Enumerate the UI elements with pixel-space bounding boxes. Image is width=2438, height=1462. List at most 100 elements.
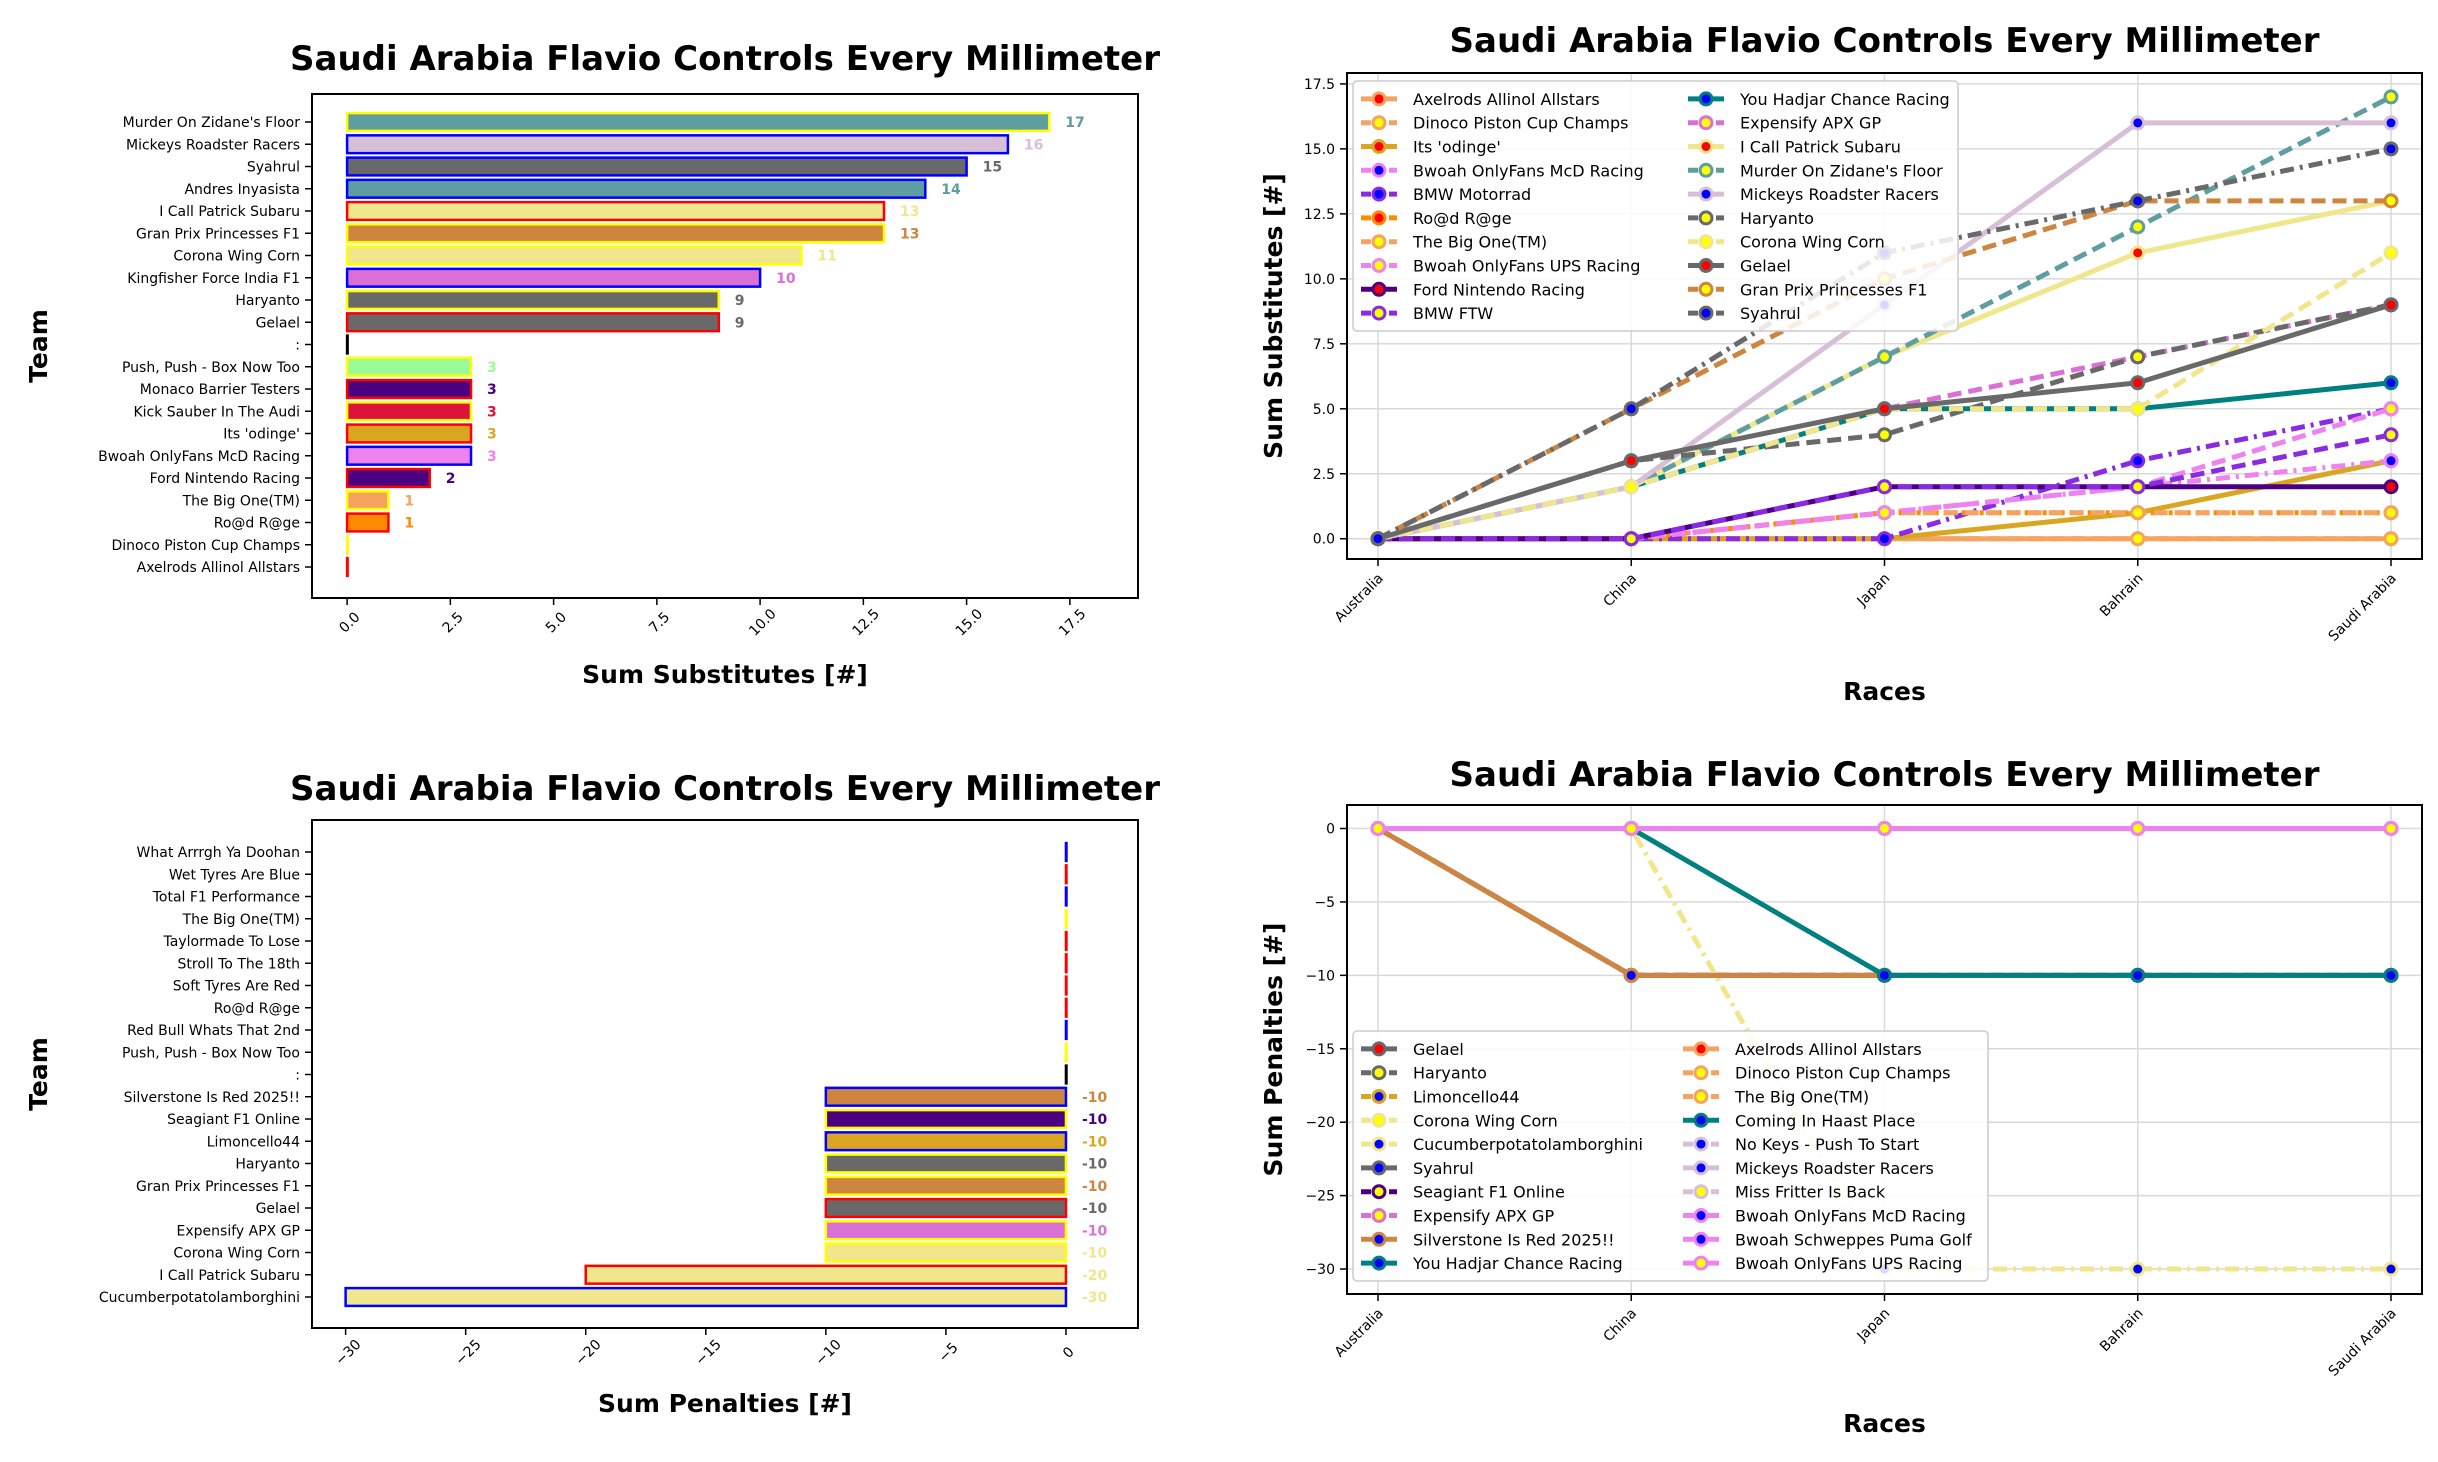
y-tick-label: Axelrods Allinol Allstars	[137, 560, 300, 576]
legend-label: Murder On Zidane's Floor	[1740, 161, 1943, 180]
bar-value-label: 3	[487, 427, 497, 443]
bar-value-label: 3	[487, 449, 497, 465]
legend-label: Bwoah OnlyFans UPS Racing	[1413, 257, 1640, 276]
legend-label: Syahrul	[1413, 1159, 1474, 1178]
y-tick-label: Seagiant F1 Online	[167, 1112, 300, 1128]
data-point	[2383, 297, 2399, 313]
x-tick-label: Australia	[1332, 571, 1387, 626]
y-tick-label: Wet Tyres Are Blue	[169, 867, 300, 883]
y-tick-label: 0.0	[1313, 532, 1335, 548]
bar	[824, 1220, 1068, 1241]
y-tick-label: −5	[1314, 895, 1335, 911]
y-axis-label: Sum Penalties [#]	[1259, 923, 1288, 1177]
bar	[345, 356, 473, 377]
legend-label: Ford Nintendo Racing	[1413, 280, 1585, 299]
legend-label: Bwoah OnlyFans McD Racing	[1735, 1207, 1966, 1226]
data-point	[1623, 453, 1639, 469]
bar	[345, 401, 473, 422]
legend-label: Gelael	[1413, 1040, 1464, 1059]
data-point	[2383, 531, 2399, 547]
data-point	[2383, 427, 2399, 443]
x-tick-label: Japan	[1854, 571, 1894, 611]
data-point	[1623, 531, 1639, 547]
axes-frame	[1346, 804, 2423, 1295]
chart-title: Saudi Arabia Flavio Controls Every Milli…	[1450, 755, 2320, 795]
legend-marker	[1371, 1065, 1387, 1081]
legend-marker	[1698, 115, 1714, 131]
bar-value-label: -10	[1082, 1179, 1108, 1195]
x-tick-label: Australia	[1332, 1306, 1387, 1361]
bar	[345, 423, 473, 444]
data-point	[1623, 479, 1639, 495]
y-tick-label: Gran Prix Princesses F1	[136, 1179, 300, 1195]
data-point	[2383, 1261, 2399, 1277]
axes-frame	[1346, 72, 2423, 560]
legend-label: Ro@d R@ge	[1413, 209, 1512, 228]
legend-marker	[1693, 1112, 1709, 1128]
axes-frame	[311, 93, 1139, 599]
legend-label: Limoncello44	[1413, 1088, 1520, 1107]
y-tick-label: 2.5	[1313, 467, 1335, 483]
y-tick-label: −25	[1305, 1189, 1335, 1205]
legend-marker	[1693, 1089, 1709, 1104]
bar-value-label: 10	[776, 271, 796, 287]
legend-marker	[1371, 234, 1387, 250]
bar-value-label: -10	[1082, 1223, 1108, 1239]
legend-marker	[1371, 91, 1387, 107]
data-point	[2130, 967, 2146, 983]
legend-marker	[1693, 1231, 1709, 1247]
y-tick-label: Gran Prix Princesses F1	[136, 226, 300, 242]
legend-label: Silverstone Is Red 2025!!	[1413, 1230, 1615, 1249]
legend-label: Axelrods Allinol Allstars	[1735, 1040, 1922, 1059]
bar	[345, 556, 349, 578]
y-tick-label: I Call Patrick Subaru	[159, 204, 300, 220]
legend-marker	[1698, 281, 1714, 297]
chart-0: Saudi Arabia Flavio Controls Every Milli…	[24, 39, 1160, 689]
bar-value-label: 9	[735, 315, 745, 331]
x-tick-label: 17.5	[1056, 606, 1089, 639]
legend-label: Coming In Haast Place	[1735, 1111, 1915, 1130]
bar	[1064, 841, 1068, 863]
data-point	[2383, 375, 2399, 391]
bar-value-label: 15	[983, 160, 1002, 176]
y-tick-label: −20	[1305, 1115, 1335, 1131]
y-tick-label: Red Bull Whats That 2nd	[127, 1023, 300, 1039]
bar-value-label: 14	[941, 182, 961, 198]
legend-label: Axelrods Allinol Allstars	[1413, 90, 1600, 109]
legend-label: Haryanto	[1740, 209, 1814, 228]
legend-label: The Big One(TM)	[1734, 1088, 1869, 1107]
y-tick-label: −15	[1305, 1042, 1335, 1058]
legend-label: Corona Wing Corn	[1413, 1111, 1558, 1130]
data-point	[1877, 820, 1892, 836]
legend-marker	[1698, 186, 1714, 202]
y-tick-label: Ro@d R@ge	[214, 516, 300, 532]
y-tick-label: Gelael	[256, 315, 300, 331]
y-tick-label: Corona Wing Corn	[173, 249, 300, 265]
x-tick-label: Saudi Arabia	[2326, 1306, 2400, 1380]
legend-label: Bwoah OnlyFans McD Racing	[1413, 161, 1644, 180]
y-tick-label: Expensify APX GP	[177, 1223, 300, 1239]
legend-marker	[1371, 281, 1387, 297]
legend-label: Cucumberpotatolamborghini	[1413, 1135, 1643, 1154]
y-tick-label: Its 'odinge'	[223, 427, 300, 443]
data-point	[2130, 820, 2146, 836]
chart-3: Saudi Arabia Flavio Controls Every Milli…	[1259, 755, 2423, 1438]
x-tick-label: Bahrain	[2097, 1306, 2147, 1356]
bar-value-label: 1	[404, 493, 414, 509]
legend-label: Bwoah Schweppes Puma Golf	[1735, 1230, 1972, 1249]
y-tick-label: Monaco Barrier Testers	[140, 382, 300, 398]
data-point	[2383, 245, 2399, 261]
legend-marker	[1371, 115, 1387, 131]
bar	[345, 445, 473, 466]
bar-value-label: -10	[1082, 1134, 1108, 1150]
legend-label: Dinoco Piston Cup Champs	[1413, 114, 1628, 133]
bar-value-label: 3	[487, 404, 497, 420]
legend-label: Syahrul	[1740, 304, 1801, 323]
bar	[345, 312, 721, 333]
x-tick-label: Japan	[1854, 1306, 1894, 1346]
legend-marker	[1371, 1184, 1387, 1200]
bar-value-label: 3	[487, 382, 497, 398]
bar-value-label: 13	[900, 204, 919, 220]
legend-label: I Call Patrick Subaru	[1740, 138, 1901, 157]
data-point	[2130, 453, 2146, 469]
